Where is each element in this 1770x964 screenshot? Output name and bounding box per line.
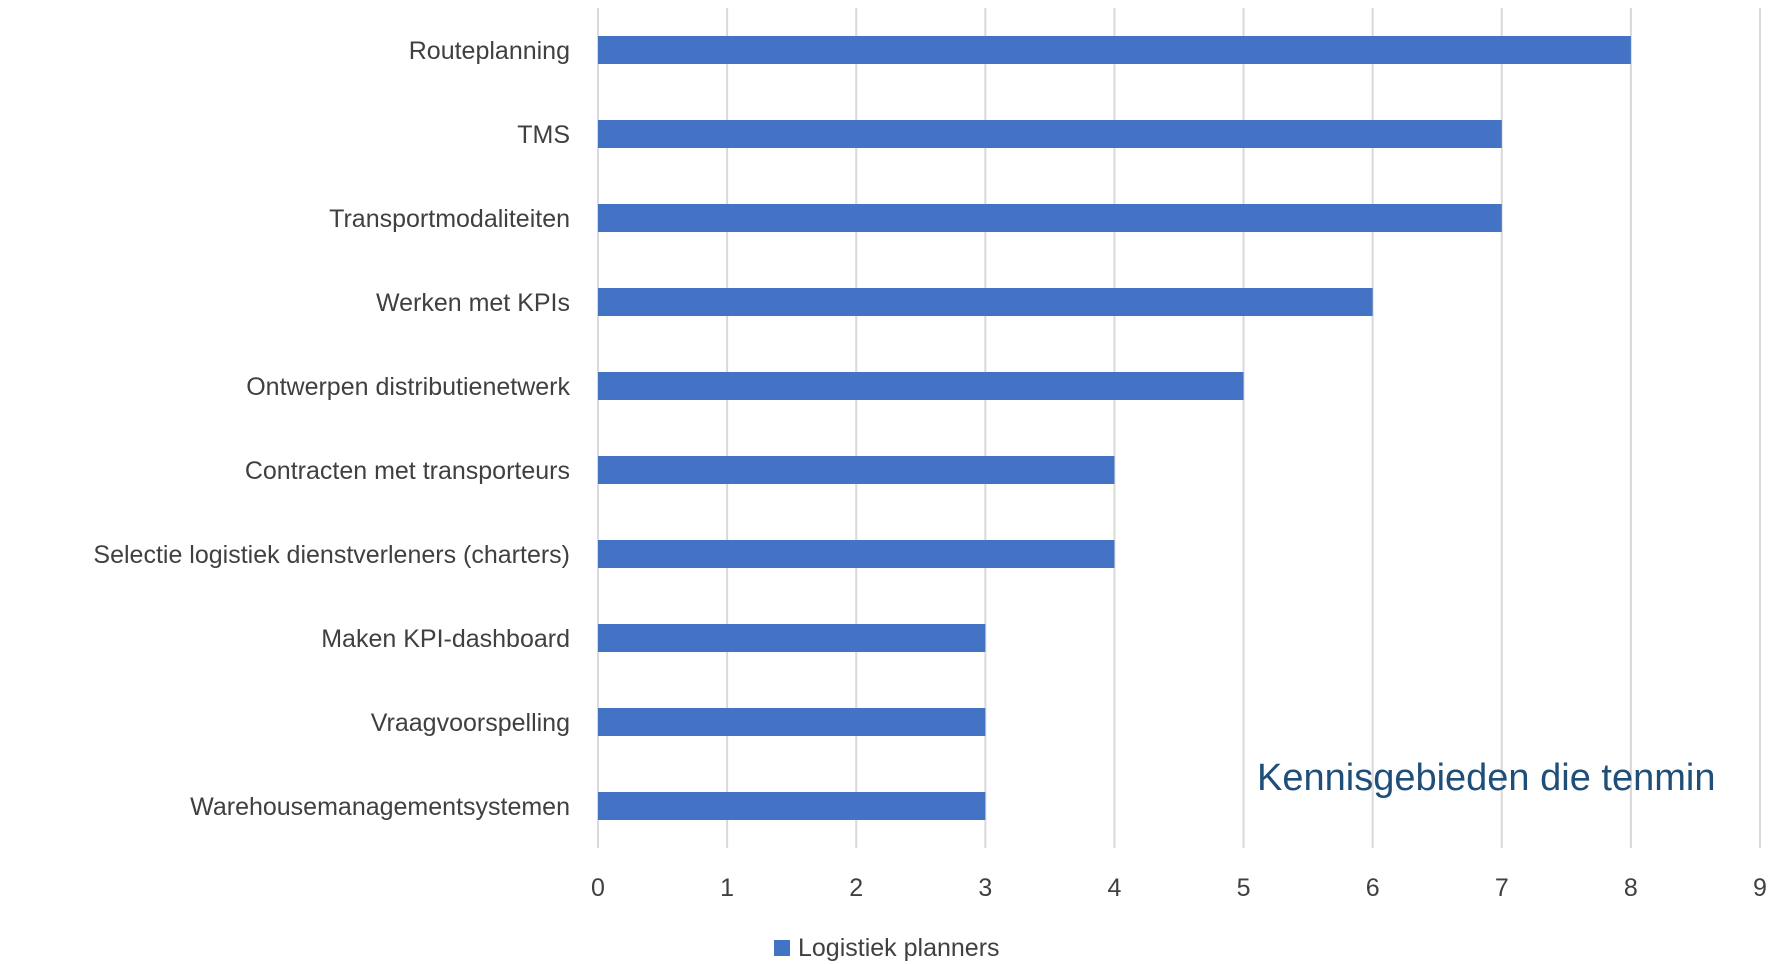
x-tick-label-3: 3 (978, 874, 992, 902)
category-label-3: Transportmodaliteiten (329, 205, 570, 233)
category-label-4: Werken met KPIs (376, 289, 570, 317)
category-label-5: Ontwerpen distributienetwerk (246, 373, 570, 401)
legend-swatch (774, 940, 790, 956)
x-tick-label-5: 5 (1237, 874, 1251, 902)
x-tick-label-9: 9 (1753, 874, 1767, 902)
x-tick-label-0: 0 (591, 874, 605, 902)
bars (598, 36, 1631, 820)
category-label-1: Routeplanning (409, 37, 570, 65)
overlay-title-text: Kennisgebieden die tenmin (1257, 757, 1715, 799)
x-tick-label-4: 4 (1107, 874, 1121, 902)
x-tick-label-1: 1 (720, 874, 734, 902)
category-label-7: Selectie logistiek dienstverleners (char… (93, 541, 570, 569)
x-axis-tick-labels: 0 1 2 3 4 5 6 7 8 9 (591, 874, 1767, 902)
legend-label-logistiek-planners: Logistiek planners (798, 934, 1000, 962)
category-label-9: Vraagvoorspelling (371, 709, 570, 737)
bar-10 (598, 792, 986, 820)
category-label-6: Contracten met transporteurs (245, 457, 570, 485)
category-label-2: TMS (517, 121, 570, 149)
category-labels: Routeplanning TMS Transportmodaliteiten Wer… (93, 37, 570, 821)
category-label-8: Maken KPI-dashboard (321, 625, 570, 653)
bar-6 (598, 456, 1115, 484)
bar-1 (598, 36, 1631, 64)
bar-5 (598, 372, 1244, 400)
bar-2 (598, 120, 1502, 148)
legend: Logistiek planners (774, 934, 1000, 962)
bar-9 (598, 708, 986, 736)
bar-7 (598, 540, 1115, 568)
bar-8 (598, 624, 986, 652)
x-tick-label-2: 2 (849, 874, 863, 902)
x-tick-label-6: 6 (1366, 874, 1380, 902)
category-label-10: Warehousemanagementsystemen (190, 793, 570, 821)
x-tick-label-8: 8 (1624, 874, 1638, 902)
bar-4 (598, 288, 1373, 316)
x-tick-label-7: 7 (1495, 874, 1509, 902)
bar-3 (598, 204, 1502, 232)
